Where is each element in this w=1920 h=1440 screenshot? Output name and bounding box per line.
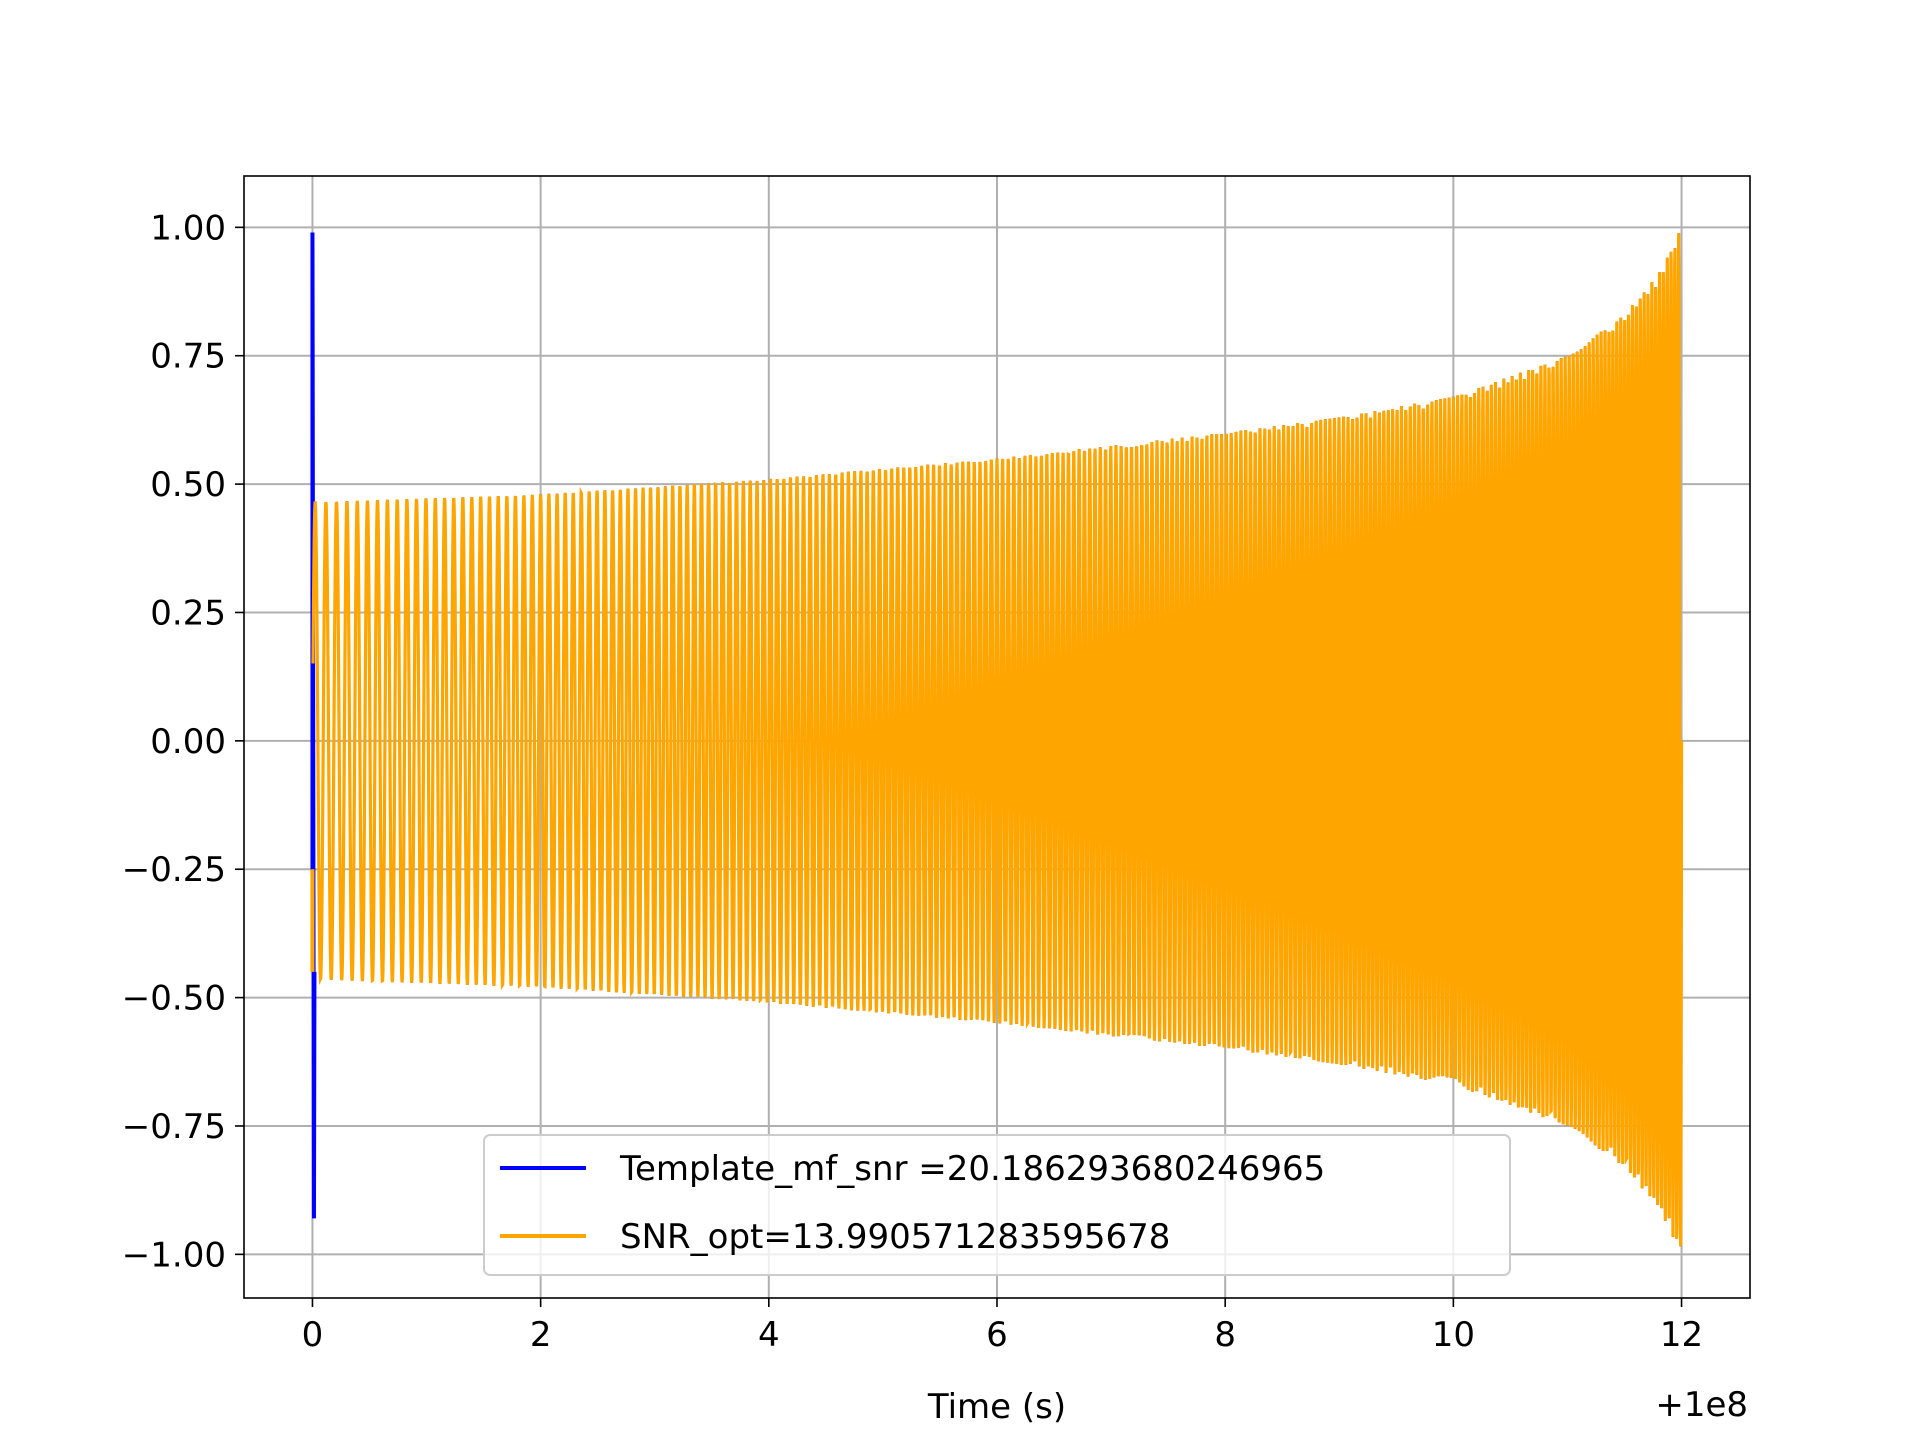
x-axis-label: Time (s): [927, 1387, 1066, 1427]
y-tick-label: −0.50: [122, 979, 226, 1019]
y-tick-label: 0.00: [150, 722, 226, 762]
x-tick-label: 2: [530, 1315, 552, 1355]
y-tick-label: −1.00: [122, 1235, 226, 1275]
legend-box: [483, 1134, 1511, 1276]
legend: Template_mf_snr =20.186293680246965 SNR_…: [483, 1134, 1511, 1276]
legend-label-snr-opt: SNR_opt=13.990571283595678: [620, 1217, 1170, 1257]
x-tick-label: 10: [1432, 1315, 1475, 1355]
x-tick-label: 4: [758, 1315, 780, 1355]
x-axis-offset-label: +1e8: [1655, 1385, 1748, 1425]
y-tick-label: 0.75: [150, 337, 226, 377]
series-snr-opt-line: [311, 233, 1684, 1247]
x-tick-label: 6: [986, 1315, 1008, 1355]
series-layer: [310, 232, 1684, 1247]
y-tick-label: −0.75: [122, 1107, 226, 1147]
y-tick-label: 0.25: [150, 593, 226, 633]
x-tick-label: 0: [302, 1315, 324, 1355]
series-template-start-spike: [310, 232, 317, 1219]
legend-label-template: Template_mf_snr =20.186293680246965: [619, 1149, 1325, 1189]
y-tick-label: 1.00: [150, 208, 226, 248]
y-tick-label: −0.25: [122, 850, 226, 890]
y-tick-label: 0.50: [150, 465, 226, 505]
y-axis-ticks: 1.00 0.75 0.50 0.25 0.00 −0.25 −0.50 −0.75 −1.00: [122, 208, 244, 1275]
x-tick-label: 12: [1660, 1315, 1703, 1355]
x-axis-ticks: 0 2 4 6 8 10 12: [302, 1298, 1703, 1355]
x-tick-label: 8: [1214, 1315, 1236, 1355]
